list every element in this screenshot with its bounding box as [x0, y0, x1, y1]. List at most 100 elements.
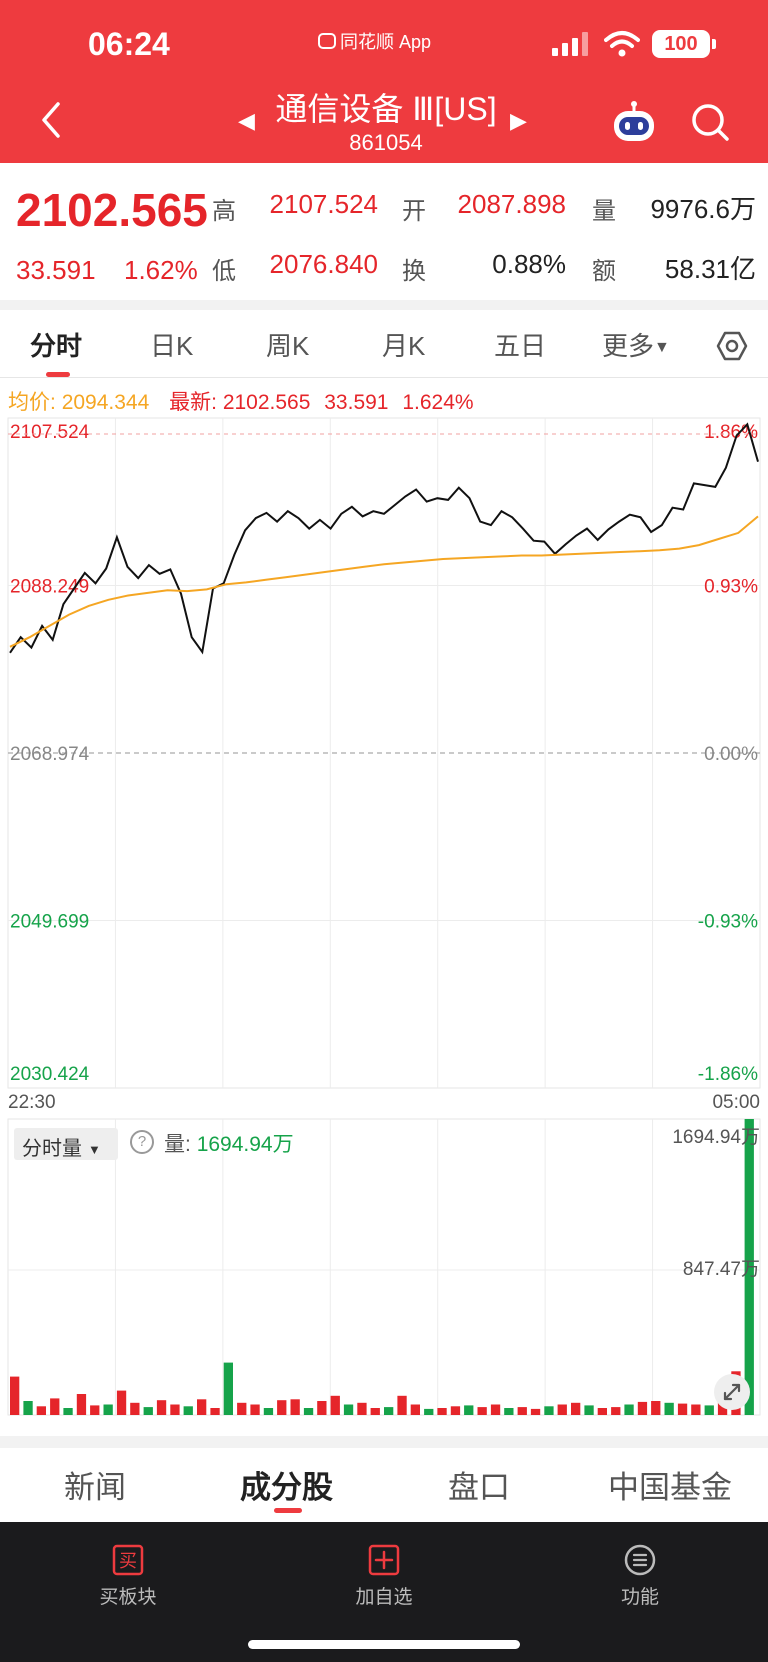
last-change-value: 33.591	[324, 391, 389, 414]
volume-bar	[624, 1404, 634, 1415]
volume-bar	[410, 1404, 420, 1415]
tab-monthly-k[interactable]: 月K	[382, 331, 426, 361]
expand-icon[interactable]	[714, 1374, 750, 1410]
chart-tabs: 分时 日K 周K 月K 五日 更多▼	[0, 310, 768, 378]
section-tab-news[interactable]: 新闻	[64, 1470, 126, 1505]
search-icon[interactable]	[690, 102, 730, 142]
volume-bar	[571, 1402, 581, 1415]
volume-bar	[223, 1362, 233, 1415]
high-value: 2107.524	[269, 189, 378, 219]
volume-bar	[156, 1400, 167, 1415]
volume-bar	[437, 1408, 447, 1415]
stock-code: 861054	[349, 130, 423, 155]
volume-bar	[397, 1395, 407, 1415]
price-series-line	[9, 422, 759, 655]
bottom-toolbar: 买 买板块 加自选 功能	[0, 1522, 768, 1662]
caret-down-icon: ▼	[88, 1142, 101, 1158]
tab-more[interactable]: 更多▼	[602, 326, 670, 363]
signal-icon	[552, 32, 588, 56]
volume-bar	[464, 1405, 474, 1415]
volume-value: 9976.6万	[650, 194, 756, 224]
volume-bar	[651, 1401, 661, 1415]
volume-bar	[317, 1401, 327, 1415]
price-change: 33.591	[16, 255, 96, 285]
last-price-value: 2102.565	[222, 391, 311, 414]
turnover-label: 换	[402, 258, 426, 285]
last-price-label: 最新:	[169, 391, 217, 414]
price-change-percent: 1.62%	[124, 255, 198, 285]
tab-five-day[interactable]: 五日	[494, 331, 547, 361]
avg-price-label: 均价:	[8, 391, 56, 414]
section-tab-orderbook[interactable]: 盘口	[448, 1470, 510, 1505]
intraday-price-chart[interactable]: 2107.524 1.86%2088.249 0.93%2068.974 0.00%2…	[0, 412, 768, 1092]
volume-bar	[477, 1407, 487, 1415]
volume-bar	[384, 1407, 394, 1415]
y-axis-label-left: 2107.524	[10, 422, 90, 443]
volume-bar	[130, 1402, 140, 1415]
volume-bar	[290, 1399, 300, 1415]
volume-select-label: 分时量	[22, 1138, 82, 1160]
volume-bar	[277, 1400, 287, 1415]
next-stock-arrow[interactable]: ▶	[510, 108, 527, 133]
volume-axis-mid: 847.47万	[682, 1259, 760, 1280]
volume-bar	[584, 1405, 594, 1415]
open-value: 2087.898	[457, 189, 566, 219]
intraday-volume-chart[interactable]	[0, 1115, 768, 1420]
volume-bar	[10, 1376, 20, 1415]
volume-bar	[63, 1408, 73, 1415]
y-axis-label-right: -1.86%	[698, 1064, 758, 1085]
back-arrow-icon[interactable]	[36, 100, 66, 140]
chart-legend: 均价: 2094.344 最新: 2102.565 33.591 1.624%	[8, 386, 474, 416]
robot-assistant-icon[interactable]	[610, 100, 658, 144]
volume-bar	[23, 1401, 33, 1415]
turnover-value: 0.88%	[492, 249, 566, 279]
help-icon[interactable]: ?	[130, 1130, 154, 1154]
low-label: 低	[212, 258, 236, 285]
volume-bar	[504, 1408, 514, 1415]
tab-weekly-k[interactable]: 周K	[266, 331, 310, 361]
y-axis-label-right: 0.93%	[704, 577, 758, 598]
volume-bar	[250, 1404, 260, 1415]
last-change-percent: 1.624%	[402, 391, 474, 414]
y-axis-label-left: 2030.424	[10, 1064, 90, 1085]
open-label: 开	[402, 198, 426, 225]
add-icon	[368, 1544, 400, 1576]
volume-bar	[424, 1408, 434, 1415]
volume-bar	[530, 1408, 541, 1415]
volume-bar	[50, 1398, 60, 1415]
volume-bar	[370, 1408, 380, 1415]
stock-title: 通信设备 Ⅲ[US]	[275, 91, 497, 127]
section-tab-china-fund[interactable]: 中国基金	[608, 1470, 732, 1505]
volume-bar	[450, 1406, 461, 1415]
volume-bar	[90, 1405, 100, 1415]
buy-sector-button[interactable]: 买 买板块	[68, 1544, 188, 1609]
time-label-end: 05:00	[712, 1092, 760, 1113]
volume-bar	[143, 1407, 153, 1415]
buy-icon-text: 买	[119, 1551, 137, 1572]
functions-button[interactable]: 功能	[580, 1544, 700, 1609]
volume-bar	[704, 1405, 714, 1415]
add-watchlist-button[interactable]: 加自选	[324, 1544, 444, 1609]
buy-sector-label: 买板块	[99, 1587, 157, 1608]
volume-bar	[611, 1407, 621, 1415]
home-indicator	[248, 1640, 520, 1649]
section-active-indicator	[274, 1508, 302, 1513]
tab-intraday[interactable]: 分时	[30, 331, 83, 361]
volume-bar	[303, 1408, 314, 1415]
buy-icon: 买	[112, 1544, 144, 1576]
volume-bar	[76, 1394, 87, 1415]
settings-hexagon-icon[interactable]	[716, 330, 748, 362]
volume-bar	[343, 1404, 354, 1415]
status-app-label: 同花顺 App	[340, 32, 432, 52]
section-tab-constituents[interactable]: 成分股	[240, 1470, 333, 1505]
caret-down-icon: ▼	[654, 339, 670, 357]
divider	[0, 1436, 768, 1448]
functions-label: 功能	[620, 1587, 659, 1608]
volume-indicator-select[interactable]: 分时量 ▼	[14, 1128, 118, 1160]
volume-bar	[664, 1402, 674, 1415]
volume-bar	[744, 1119, 754, 1415]
prev-stock-arrow[interactable]: ◀	[238, 108, 255, 133]
volume-bar	[103, 1404, 113, 1415]
tab-daily-k[interactable]: 日K	[150, 331, 194, 361]
volume-bar	[116, 1390, 127, 1415]
